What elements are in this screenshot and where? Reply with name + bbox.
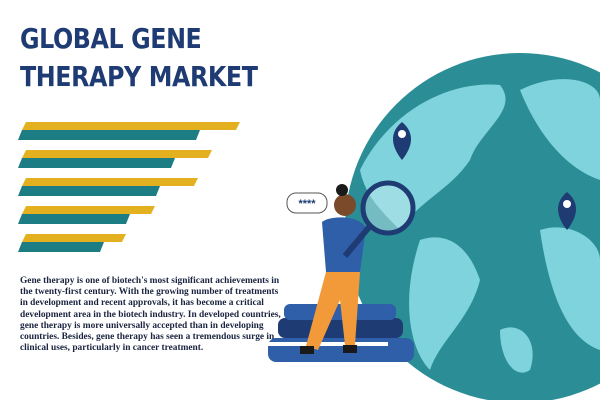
person xyxy=(300,180,416,354)
bubble-text: **** xyxy=(298,198,316,210)
paragraph: Gene therapy is one of biotech's most si… xyxy=(20,276,281,354)
books xyxy=(268,304,414,362)
decorative-bars xyxy=(18,122,240,252)
title: GLOBAL GENE THERAPY MARKET xyxy=(20,22,258,93)
globe xyxy=(345,53,600,400)
speech-bubble: **** xyxy=(286,192,328,214)
map-pins xyxy=(393,122,576,230)
